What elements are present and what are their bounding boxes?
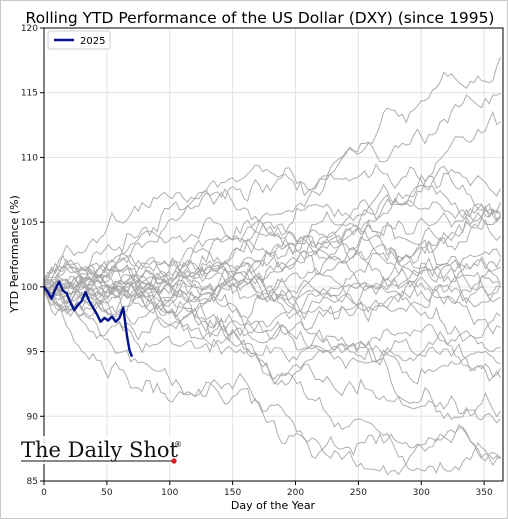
y-tick-label: 120 (21, 24, 38, 34)
x-tick-label: 300 (413, 488, 430, 498)
y-tick-label: 110 (21, 153, 38, 163)
historical-year-line (43, 265, 501, 325)
logo-registered-mark: ® (174, 440, 182, 449)
logo-text: The Daily Shot (21, 438, 179, 462)
plot-area-border (43, 27, 504, 482)
x-tick-label: 200 (287, 488, 304, 498)
historical-years-lines (43, 57, 501, 476)
historical-year-line (43, 168, 501, 292)
historical-year-line (43, 289, 501, 474)
line-2025 (43, 280, 134, 358)
historical-year-line (43, 92, 501, 296)
historical-year-line (43, 218, 501, 320)
x-tick-label: 350 (476, 488, 493, 498)
historical-year-line (43, 287, 501, 476)
historical-year-line (43, 258, 501, 339)
x-tick-label: 50 (101, 488, 113, 498)
y-tick-label: 90 (27, 412, 39, 422)
historical-year-line (43, 284, 501, 385)
historical-year-line (43, 243, 501, 330)
logo-red-dot (171, 458, 177, 464)
historical-year-line (43, 283, 501, 462)
historical-year-line (43, 210, 501, 315)
legend-box (47, 30, 111, 50)
historical-year-line (43, 163, 501, 295)
historical-year-line (43, 57, 501, 280)
logo-backdrop (19, 436, 187, 464)
x-tick-label: 150 (224, 488, 241, 498)
y-tick-label: 115 (21, 89, 38, 99)
historical-year-line (43, 249, 501, 352)
historical-year-line (43, 278, 501, 385)
historical-year-line (43, 205, 501, 311)
y-tick-label: 95 (27, 348, 38, 358)
historical-year-line (43, 257, 501, 318)
series-2025-line (43, 280, 134, 358)
historical-year-line (43, 270, 501, 424)
historical-year-line (43, 234, 501, 326)
legend-label-2025: 2025 (80, 36, 105, 47)
x-tick-label: 100 (161, 488, 178, 498)
x-axis-ticks: 0 50 100 150 200 250 300 350 (41, 481, 493, 498)
y-axis-ticks: 85 90 95 100 105 110 115 120 (21, 24, 44, 487)
historical-year-line (43, 261, 501, 335)
historical-year-line (43, 247, 501, 298)
y-tick-label: 100 (21, 283, 38, 293)
the-daily-shot-logo: The Daily Shot ® (19, 436, 187, 464)
historical-year-line (43, 197, 501, 282)
chart-title: Rolling YTD Performance of the US Dollar… (26, 9, 495, 27)
x-tick-label: 0 (41, 488, 47, 498)
x-axis-label: Day of the Year (231, 499, 316, 512)
y-tick-label: 105 (21, 218, 38, 228)
historical-year-line (43, 279, 501, 378)
x-tick-label: 250 (350, 488, 367, 498)
y-tick-label: 85 (27, 477, 38, 487)
y-axis-label: YTD Performance (%) (8, 195, 21, 314)
historical-year-line (43, 275, 501, 418)
legend: 2025 (47, 30, 111, 50)
